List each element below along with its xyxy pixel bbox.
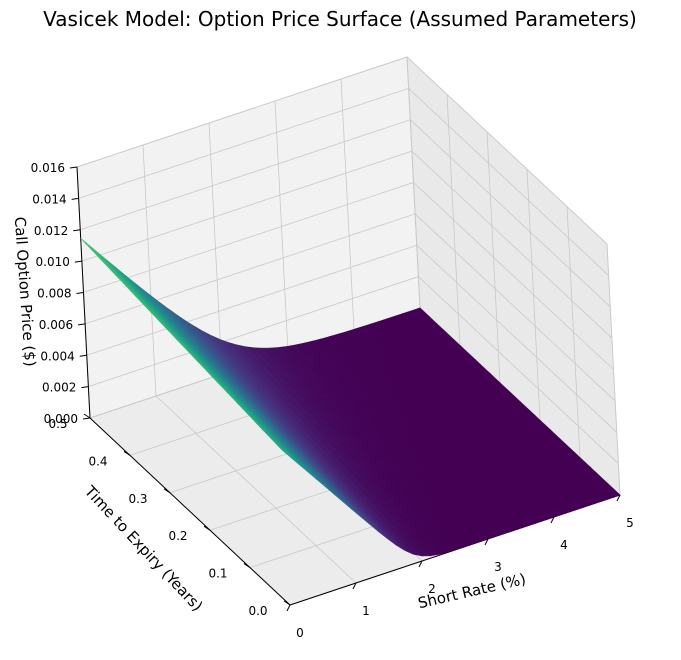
- z-grid-line: [78, 87, 609, 276]
- surface-facet: [276, 444, 292, 458]
- x-tick-mark: [352, 582, 357, 590]
- z-tick-label: 0.004: [40, 349, 74, 363]
- z-tick-mark: [73, 229, 81, 232]
- z-tick-mark: [79, 354, 87, 357]
- y-tick-mark: [243, 563, 251, 569]
- x-tick-mark: [286, 604, 291, 612]
- x-tick-label: 3: [494, 560, 502, 574]
- z-grid-line: [81, 150, 613, 339]
- chart-title: Vasicek Model: Option Price Surface (Ass…: [43, 7, 637, 31]
- z-axis-label: Call Option Price ($): [11, 216, 39, 367]
- z-tick-label: 0.012: [34, 224, 68, 238]
- price-surface: [80, 238, 621, 557]
- x-tick-label: 1: [362, 604, 370, 618]
- z-tick-mark: [81, 386, 89, 389]
- x-tick-label: 2: [428, 582, 436, 596]
- z-tick-mark: [78, 323, 86, 326]
- y-tick-mark: [123, 450, 131, 456]
- z-tick-label: 0.000: [44, 412, 78, 426]
- x-axis-label: Short Rate (%): [416, 570, 527, 612]
- z-tick-label: 0.006: [39, 318, 73, 332]
- x-tick-mark: [484, 538, 489, 546]
- z-tick-mark: [76, 292, 84, 294]
- y-tick-mark: [203, 525, 211, 531]
- y-tick-label: 0.2: [168, 529, 187, 543]
- z-tick-label: 0.010: [36, 255, 70, 269]
- z-grid-line: [76, 56, 608, 245]
- x-tick-label: 4: [560, 538, 568, 552]
- x-tick-label: 0: [296, 626, 304, 640]
- z-grid-line: [84, 213, 616, 402]
- y-tick-label: 0.3: [128, 492, 147, 506]
- z-grid-line: [80, 119, 611, 308]
- z-tick-mark: [69, 166, 78, 169]
- z-tick-label: 0.014: [32, 192, 66, 206]
- z-tick-label: 0.002: [42, 381, 76, 395]
- z-tick-mark: [74, 260, 82, 263]
- z-grid-line: [86, 244, 618, 433]
- y-tick-mark: [283, 600, 291, 606]
- y-tick-mark: [83, 413, 91, 419]
- z-tick-mark: [82, 417, 91, 420]
- y-tick-label: 0.0: [248, 604, 267, 618]
- x-tick-mark: [418, 560, 423, 568]
- x-tick-mark: [550, 516, 555, 524]
- z-tick-label: 0.008: [37, 287, 71, 301]
- z-grid-line: [83, 182, 614, 370]
- y-tick-label: 0.1: [208, 567, 227, 581]
- y-tick-label: 0.4: [88, 454, 107, 468]
- y-axis-line: [89, 417, 291, 606]
- tick-labels: 0 1 2 3 4 5 0.0 0.1 0.2 0.3 0.4 0.50.000 0.002 0.004 0…: [31, 161, 634, 640]
- z-tick-mark: [71, 197, 79, 200]
- z-tick-label: 0.016: [31, 161, 65, 175]
- x-tick-mark: [616, 494, 621, 502]
- y-tick-label: 0.5: [48, 417, 67, 431]
- y-tick-mark: [163, 488, 171, 494]
- x-tick-label: 5: [626, 516, 634, 530]
